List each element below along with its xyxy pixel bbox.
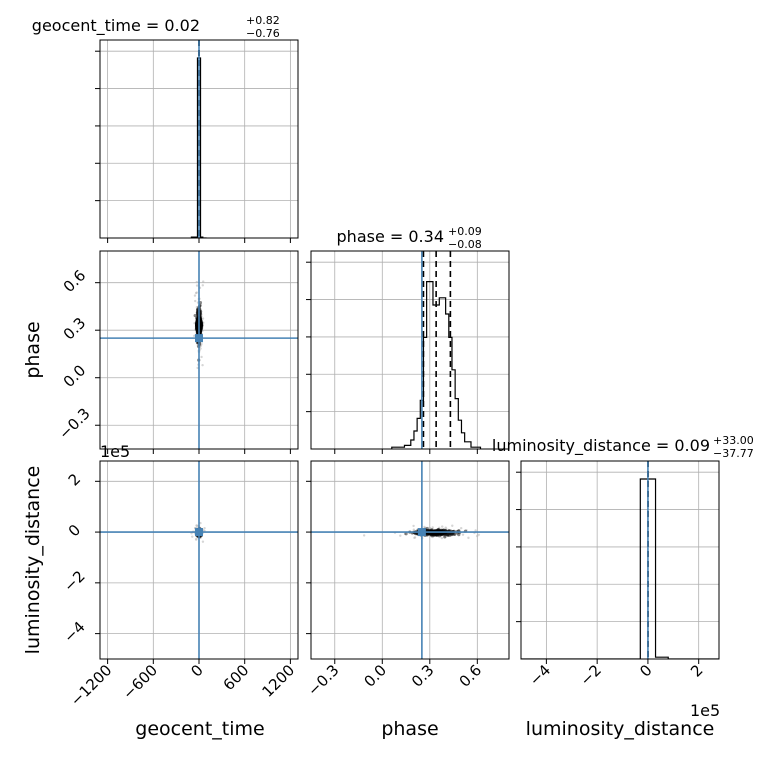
title-phase-plus: +0.09 — [448, 225, 482, 238]
ylabel-phase: phase — [22, 321, 44, 378]
tick-label-x-geocent_time-1: −600 — [119, 661, 161, 703]
ylabel-luminosity-distance: luminosity_distance — [22, 466, 44, 655]
sample-point — [199, 521, 202, 525]
truth-marker — [417, 528, 426, 537]
sample-point — [193, 294, 197, 297]
offset-label-x: 1e5 — [690, 701, 720, 720]
sample-point — [441, 525, 444, 528]
sample-point — [457, 533, 461, 537]
sample-point — [461, 533, 465, 536]
sample-point — [199, 347, 202, 350]
title-phase: phase = 0.34 — [337, 227, 444, 246]
sample-point — [193, 313, 197, 318]
sample-point — [191, 535, 194, 538]
sample-point — [399, 534, 402, 537]
tick-label-y-luminosity_distance-1: −2 — [60, 567, 88, 595]
sample-point — [195, 291, 198, 294]
sample-point — [404, 532, 408, 536]
sample-point — [449, 532, 454, 536]
panel-frame — [520, 460, 720, 660]
sample-point — [459, 526, 463, 530]
title-luminosity-distance: luminosity_distance = 0.09 — [492, 436, 710, 456]
xlabel-geocent-time: geocent_time — [135, 718, 264, 740]
sample-point — [201, 363, 204, 367]
sample-point — [475, 534, 479, 538]
tick-label-x-phase-3: 0.6 — [456, 661, 486, 691]
tick-label-x-geocent_time-0: −1200 — [67, 661, 116, 710]
sample-point — [201, 280, 205, 283]
content-panel-geocent_time-phase — [100, 251, 298, 449]
panel-phase-luminosity_distance: −0.3 0.0 0.3 0.6 — [304, 460, 510, 700]
panel-phase-phase — [306, 250, 510, 454]
sample-point — [200, 355, 203, 359]
sample-point — [194, 538, 198, 541]
sample-point — [474, 529, 477, 532]
tick-label-y-phase-2: 0.3 — [60, 314, 90, 344]
sample-point — [413, 536, 417, 539]
title-phase-minus: −0.08 — [448, 238, 482, 251]
title-geocent-time-plus: +0.82 — [246, 14, 280, 27]
tick-label-x-luminosity_distance-2: 0 — [636, 661, 655, 680]
sample-point — [452, 532, 456, 536]
xlabel-luminosity-distance: luminosity_distance — [526, 718, 715, 740]
content-panel-luminosity_distance-luminosity_distance — [521, 461, 719, 659]
sample-point — [362, 534, 366, 537]
title-geocent-time: geocent_time = 0.02 — [32, 16, 200, 36]
panel-luminosity_distance-luminosity_distance: −4 −2 0 2 — [516, 460, 720, 689]
panel-geocent_time-phase: −0.3 0.0 0.3 0.6 — [55, 250, 299, 454]
content-panel-phase-phase — [391, 251, 482, 449]
panel-geocent_time-luminosity_distance: −1200 −600 0 600 1200 −4 −2 0 2 — [60, 460, 299, 710]
title-luminosity-distance-plus: +33.00 — [713, 434, 754, 447]
sample-point — [201, 540, 205, 543]
sample-point — [195, 284, 199, 287]
sample-point — [201, 317, 205, 320]
truth-marker — [195, 334, 203, 343]
tick-label-x-phase-2: 0.3 — [408, 661, 438, 691]
sample-point — [423, 525, 426, 529]
histogram-luminosity_distance — [521, 478, 719, 659]
tick-label-y-phase-3: 0.6 — [60, 266, 90, 296]
panel-frame — [310, 460, 510, 660]
tick-label-x-luminosity_distance-0: −4 — [526, 661, 554, 689]
tick-label-y-phase-1: 0.0 — [60, 361, 90, 391]
tick-label-y-phase-0: −0.3 — [55, 404, 93, 442]
tick-label-x-geocent_time-2: 0 — [187, 661, 206, 680]
offset-label-y: 1e5 — [100, 442, 130, 461]
sample-point — [194, 299, 197, 303]
tick-label-y-luminosity_distance-3: 2 — [65, 470, 84, 489]
sample-point — [428, 526, 431, 530]
tick-label-x-geocent_time-3: 600 — [220, 661, 253, 694]
tick-label-x-luminosity_distance-3: 2 — [687, 661, 706, 680]
sample-point — [440, 536, 444, 540]
xlabel-phase: phase — [381, 718, 438, 740]
sample-point — [412, 528, 416, 531]
content-panel-phase-luminosity_distance — [311, 461, 509, 659]
sample-point — [203, 526, 206, 530]
tick-label-x-phase-1: 0.0 — [361, 661, 391, 691]
content-panel-geocent_time-geocent_time — [190, 40, 207, 238]
sample-point — [467, 536, 470, 540]
sample-point — [431, 526, 434, 529]
panel-frame — [310, 250, 510, 450]
title-luminosity-distance-minus: −37.77 — [713, 447, 754, 460]
sample-point — [477, 533, 481, 536]
sample-point — [195, 280, 198, 284]
sample-point — [201, 284, 204, 287]
tick-label-x-phase-0: −0.3 — [304, 661, 342, 699]
histogram-phase — [391, 281, 482, 449]
truth-marker — [195, 528, 203, 537]
tick-label-y-luminosity_distance-0: −4 — [60, 618, 88, 646]
tick-label-x-luminosity_distance-1: −2 — [577, 661, 605, 689]
sample-point — [412, 524, 415, 528]
panel-geocent_time-geocent_time — [95, 39, 299, 243]
sample-point — [444, 526, 447, 529]
tick-label-y-luminosity_distance-2: 0 — [65, 521, 84, 540]
sample-point — [195, 524, 198, 527]
title-geocent-time-minus: −0.76 — [246, 27, 280, 40]
content-panel-geocent_time-luminosity_distance — [100, 461, 298, 659]
tick-label-x-geocent_time-4: 1200 — [258, 661, 298, 701]
sample-point — [451, 524, 454, 527]
